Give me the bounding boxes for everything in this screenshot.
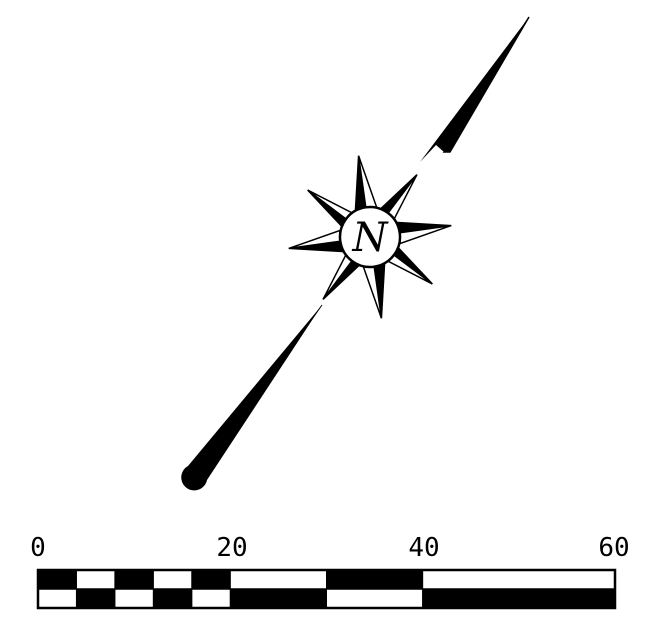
compass-rose-hub (338, 205, 402, 269)
north-arrow-upper-blade (420, 17, 529, 162)
scale-bar-segment (37, 569, 77, 590)
scale-bar-segment (75, 569, 116, 590)
scale-bar-segment (191, 569, 231, 590)
compass-rose-intercardinal-points (307, 174, 433, 300)
scale-label-40: 40 (408, 533, 439, 563)
north-arrow-tail (181, 305, 322, 491)
scale-bar-segment (326, 569, 424, 590)
scale-bar-cells (37, 569, 616, 609)
scale-bar-segment (191, 588, 231, 609)
scale-bar-segment (114, 588, 154, 609)
scale-bar-segment (326, 588, 424, 609)
scale-bar-segment (422, 588, 616, 609)
north-arrow-upper-blade-edge (442, 16, 530, 153)
scale-label-20: 20 (216, 533, 247, 563)
scale-bar-segment (152, 588, 193, 609)
scale-bar-segment (37, 588, 77, 609)
scale-bar-segment (152, 569, 193, 590)
scale-bar: 0 20 40 60 (30, 533, 630, 610)
compass-rose (288, 155, 452, 319)
north-arrow-tail-hairline (199, 304, 323, 479)
scale-bar-segment (229, 588, 327, 609)
scale-bar-segment (422, 569, 616, 590)
scale-label-60: 60 (598, 533, 629, 563)
scale-bar-segment (114, 569, 154, 590)
scale-bar-segment (75, 588, 116, 609)
north-letter: N (352, 215, 390, 261)
north-arrow (181, 16, 530, 491)
scale-label-0: 0 (30, 533, 46, 563)
scale-bar-segment (229, 569, 327, 590)
